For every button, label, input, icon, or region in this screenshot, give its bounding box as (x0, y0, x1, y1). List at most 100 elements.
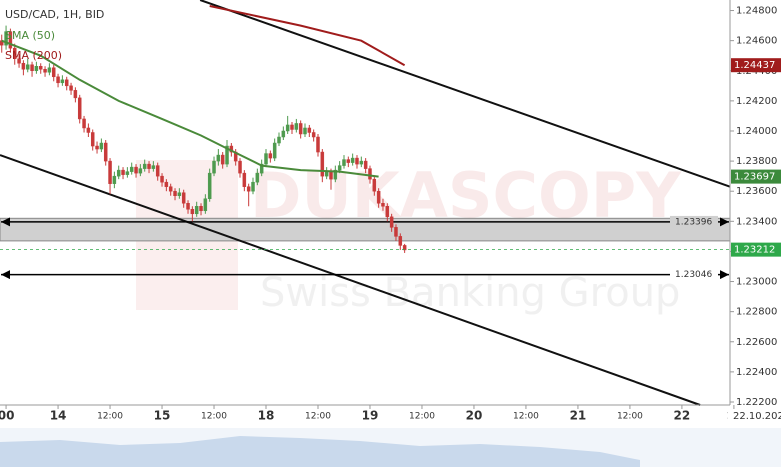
candle-body (251, 181, 255, 192)
date-label: 22.10.2021 (733, 411, 781, 422)
level-label-bg (670, 268, 718, 280)
candle-body (90, 132, 95, 147)
candle-body (177, 192, 182, 196)
candle-body (147, 163, 151, 169)
candle-body (86, 127, 91, 133)
navigator-area (0, 436, 640, 467)
date-box (728, 409, 781, 423)
candle-body (125, 171, 130, 175)
candle-body (363, 160, 368, 169)
candle-body (4, 31, 8, 46)
candle-body (316, 136, 320, 153)
candle-body (385, 206, 390, 218)
candle-body (134, 166, 138, 174)
candle-body (259, 163, 264, 174)
candle-body (112, 175, 117, 184)
x-tick-label: 12:00 (97, 412, 123, 422)
candle-body (311, 132, 316, 138)
y-tick-label: 1.24800 (736, 6, 777, 17)
candle-body (337, 165, 342, 171)
x-tick-label: 14 (50, 409, 67, 423)
y-tick-label: 1.22800 (736, 307, 777, 318)
x-tick-label: 19 (362, 409, 379, 423)
candle-body (342, 159, 346, 166)
candle-body (346, 159, 351, 163)
candle-body (34, 65, 39, 72)
candle-body (38, 65, 43, 70)
candle-body (203, 198, 208, 212)
candle-body (73, 90, 78, 99)
candle-body (285, 124, 290, 132)
legend-entry: SMA (200) (5, 49, 62, 62)
x-tick-label: 22 (674, 409, 691, 423)
x-tick-label: 21 (570, 409, 587, 423)
candle-body (8, 31, 13, 49)
candle-body (238, 160, 242, 174)
candle-body (95, 145, 99, 150)
candle-body (21, 62, 26, 70)
candle-body (281, 130, 286, 138)
candle-body (264, 153, 268, 165)
plot-area: 1.23396 1.23046 (0, 0, 731, 406)
candle-body (242, 172, 247, 187)
candle-body (121, 169, 125, 175)
candle-body (77, 97, 82, 120)
candle-body (51, 67, 56, 78)
candle-body (60, 79, 65, 84)
candle-body (56, 76, 60, 84)
candle-body (394, 227, 398, 237)
candle-body (324, 171, 329, 177)
level-label-bg (670, 215, 718, 227)
candle-body (116, 169, 121, 177)
candle-body (47, 67, 52, 73)
candle-body (186, 203, 190, 210)
candle-body (376, 190, 381, 204)
candle-body (277, 136, 281, 144)
candle-body (290, 124, 294, 130)
candle-body (368, 168, 372, 180)
candle-body (333, 169, 338, 180)
candle-body (25, 64, 30, 70)
trendline (0, 154, 701, 406)
y-tick-label: 1.22200 (736, 397, 777, 408)
x-tick-label: 12:00 (513, 412, 539, 422)
y-tick-label: 1.24600 (736, 36, 777, 47)
candle-body (168, 186, 173, 192)
candle-body (246, 186, 251, 192)
watermark-subtitle: Swiss Banking Group (260, 270, 680, 316)
candle-body (12, 47, 17, 59)
price-tag (731, 169, 781, 184)
candle-body (108, 160, 112, 184)
candle-body (69, 85, 73, 91)
candle-body (103, 142, 108, 162)
y-tick-label: 1.23400 (736, 216, 777, 227)
price-tag-label: 1.23697 (734, 172, 775, 183)
candle-body (220, 154, 225, 165)
candle-body (173, 190, 177, 196)
candle-body (329, 171, 333, 180)
candle-body (355, 157, 359, 165)
x-tick-label: 20 (466, 409, 483, 423)
price-tag (731, 58, 781, 73)
y-tick-label: 1.24200 (736, 96, 777, 107)
y-tick-label: 1.23600 (736, 186, 777, 197)
candle-body (164, 181, 169, 187)
x-tick-label: 12:00 (617, 412, 643, 422)
x-tick-label: 18 (258, 409, 275, 423)
candle-body (298, 123, 303, 135)
candle-body (381, 203, 385, 207)
candle-body (350, 157, 355, 163)
x-tick-label: 12:00 (409, 412, 435, 422)
candle-body (199, 206, 203, 212)
candle-body (151, 165, 156, 169)
candle-body (372, 178, 377, 192)
candle-body (216, 154, 221, 162)
level-label: 1.23396 (675, 217, 712, 227)
candle-body (17, 58, 21, 64)
candle-body (294, 123, 299, 130)
candle-body (212, 160, 216, 174)
y-tick-label: 1.22600 (736, 337, 777, 348)
candle-body (142, 163, 147, 169)
trendline (199, 0, 731, 188)
